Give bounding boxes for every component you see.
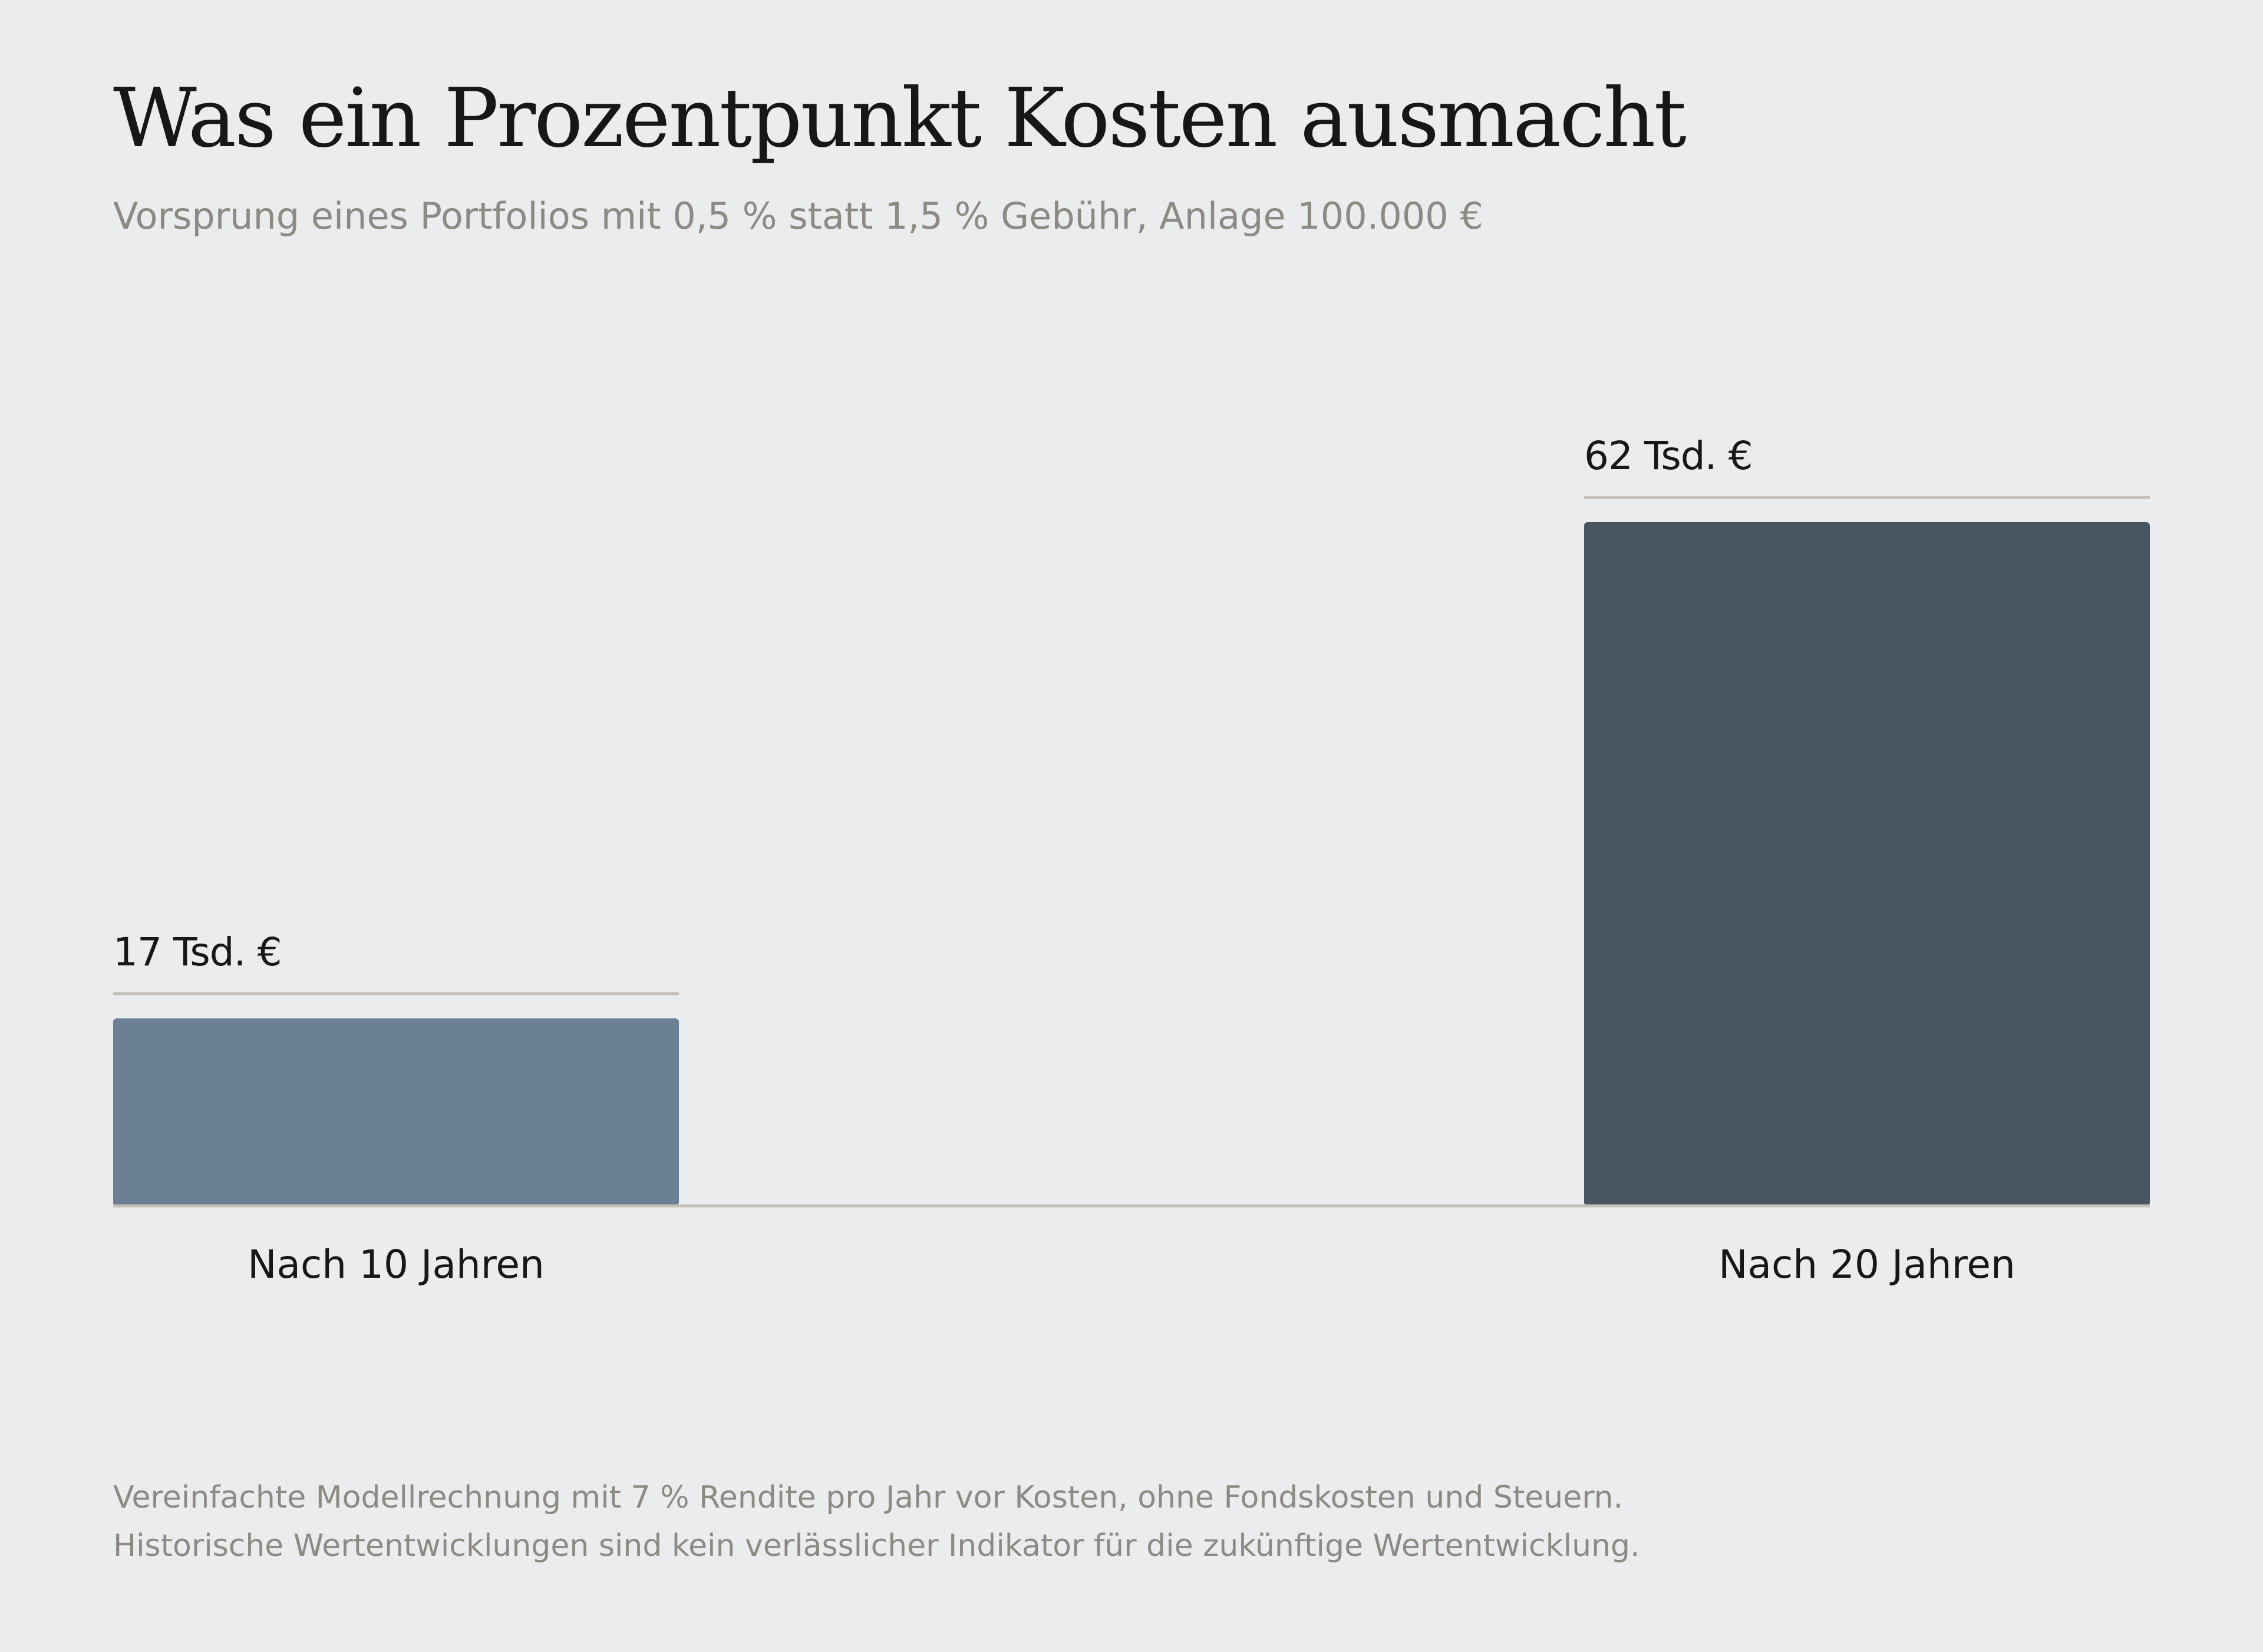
bar-2: [1584, 522, 2150, 1206]
category-label-1: Nach 10 Jahren: [248, 1242, 545, 1287]
chart-title: Was ein Prozentpunkt Kosten ausmacht: [113, 71, 1687, 166]
chart-subtitle: Vorsprung eines Portfolios mit 0,5 % sta…: [113, 194, 1483, 238]
value-label-1: 17 Tsd. €: [113, 929, 282, 975]
footnote-line-2: Historische Wertentwicklungen sind kein …: [113, 1528, 1640, 1564]
chart-footnote: Vereinfachte Modellrechnung mit 7 % Rend…: [113, 1473, 1640, 1570]
bar-1: [113, 1018, 679, 1206]
value-label-2: 62 Tsd. €: [1584, 433, 1753, 479]
footnote-line-1: Vereinfachte Modellrechnung mit 7 % Rend…: [113, 1480, 1624, 1515]
category-label-2: Nach 20 Jahren: [1718, 1242, 2015, 1287]
